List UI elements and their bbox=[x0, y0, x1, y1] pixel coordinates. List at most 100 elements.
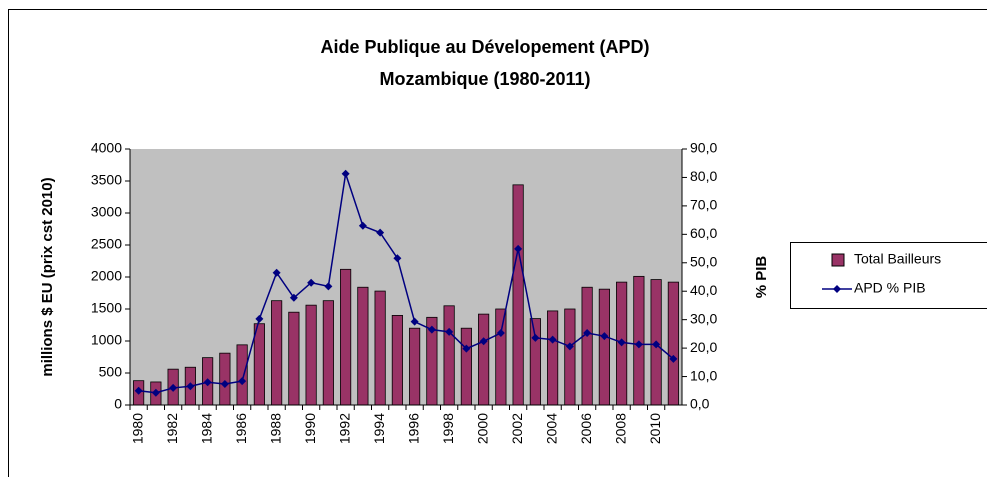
bar bbox=[340, 268, 352, 406]
marker bbox=[496, 329, 505, 338]
marker bbox=[186, 382, 195, 391]
x-tick-label: 1986 bbox=[233, 413, 249, 444]
marker bbox=[514, 244, 523, 253]
y-tick-label: 3000 bbox=[91, 204, 122, 220]
marker bbox=[600, 332, 609, 341]
y2-tick-label: 30,0 bbox=[690, 310, 717, 326]
y-axis-label: millions $ EU (prix cst 2010) bbox=[39, 177, 56, 376]
marker bbox=[410, 317, 419, 326]
marker bbox=[169, 383, 178, 392]
bar bbox=[322, 300, 334, 406]
marker bbox=[565, 342, 574, 351]
marker bbox=[307, 278, 316, 287]
bar bbox=[305, 304, 317, 406]
bar bbox=[443, 305, 455, 406]
x-tick-label: 1994 bbox=[371, 413, 387, 444]
y-tick-label: 4000 bbox=[91, 140, 122, 156]
x-tick-label: 2006 bbox=[578, 413, 594, 444]
x-tick-label: 1982 bbox=[164, 413, 180, 444]
marker bbox=[358, 221, 367, 230]
marker bbox=[238, 377, 247, 386]
marker bbox=[255, 314, 264, 323]
bar bbox=[391, 314, 403, 406]
marker bbox=[393, 254, 402, 263]
y2-tick-label: 60,0 bbox=[690, 225, 717, 241]
bar bbox=[547, 310, 559, 406]
y2-axis-label: % PIB bbox=[753, 256, 770, 299]
marker bbox=[151, 388, 160, 397]
marker bbox=[324, 282, 333, 291]
x-tick-label: 2004 bbox=[543, 413, 559, 444]
y-tick-label: 3500 bbox=[91, 172, 122, 188]
marker bbox=[427, 325, 436, 334]
y2-tick-label: 0,0 bbox=[690, 396, 710, 412]
bar bbox=[219, 352, 231, 406]
marker bbox=[376, 228, 385, 237]
y2-tick-label: 70,0 bbox=[690, 197, 717, 213]
marker bbox=[531, 333, 540, 342]
marker bbox=[652, 340, 661, 349]
marker bbox=[445, 327, 454, 336]
y-tick-label: 500 bbox=[99, 364, 123, 380]
marker bbox=[220, 379, 229, 388]
bar bbox=[409, 327, 421, 406]
bar bbox=[253, 323, 265, 406]
marker bbox=[341, 169, 350, 178]
x-tick-label: 1992 bbox=[336, 413, 352, 444]
bar bbox=[271, 300, 283, 406]
y-tick-label: 2500 bbox=[91, 236, 122, 252]
x-tick-label: 2000 bbox=[474, 413, 490, 444]
bar bbox=[357, 286, 369, 406]
x-tick-label: 2010 bbox=[647, 413, 663, 444]
bar bbox=[374, 290, 386, 406]
bar bbox=[581, 286, 593, 406]
legend-box bbox=[790, 242, 987, 309]
chart-subtitle: Mozambique (1980-2011) bbox=[379, 69, 590, 89]
y-tick-label: 2000 bbox=[91, 268, 122, 284]
marker bbox=[634, 340, 643, 349]
marker bbox=[289, 293, 298, 302]
legend-label: APD % PIB bbox=[854, 280, 926, 296]
x-tick-label: 1980 bbox=[129, 413, 145, 444]
bar bbox=[236, 344, 248, 406]
y-tick-label: 1000 bbox=[91, 332, 122, 348]
marker bbox=[548, 335, 557, 344]
y2-tick-label: 40,0 bbox=[690, 282, 717, 298]
y2-tick-label: 10,0 bbox=[690, 367, 717, 383]
bar bbox=[667, 281, 679, 406]
marker bbox=[479, 337, 488, 346]
x-tick-label: 2008 bbox=[612, 413, 628, 444]
bar bbox=[478, 313, 490, 406]
bar bbox=[512, 184, 524, 406]
marker bbox=[669, 354, 678, 363]
y2-tick-label: 50,0 bbox=[690, 253, 717, 269]
bar bbox=[598, 288, 610, 406]
marker bbox=[583, 329, 592, 338]
legend-marker bbox=[833, 285, 841, 293]
marker bbox=[134, 386, 143, 395]
marker bbox=[462, 344, 471, 353]
x-tick-label: 1990 bbox=[302, 413, 318, 444]
legend-label: Total Bailleurs bbox=[854, 251, 941, 267]
bar bbox=[564, 308, 576, 406]
y-tick-label: 1500 bbox=[91, 300, 122, 316]
marker bbox=[272, 268, 281, 277]
x-tick-label: 1988 bbox=[267, 413, 283, 444]
bar bbox=[529, 318, 541, 406]
y2-tick-label: 80,0 bbox=[690, 168, 717, 184]
bar bbox=[460, 327, 472, 406]
y2-tick-label: 20,0 bbox=[690, 339, 717, 355]
legend-swatch bbox=[831, 253, 845, 267]
x-tick-label: 1996 bbox=[405, 413, 421, 444]
marker bbox=[203, 378, 212, 387]
marker bbox=[617, 338, 626, 347]
bar bbox=[288, 311, 300, 406]
x-tick-label: 1984 bbox=[198, 413, 214, 444]
y-tick-label: 0 bbox=[114, 396, 122, 412]
chart-title: Aide Publique au Dévelopement (APD) bbox=[320, 37, 649, 57]
bar bbox=[495, 308, 507, 406]
x-tick-label: 2002 bbox=[509, 413, 525, 444]
y2-tick-label: 90,0 bbox=[690, 140, 717, 156]
x-tick-label: 1998 bbox=[440, 413, 456, 444]
